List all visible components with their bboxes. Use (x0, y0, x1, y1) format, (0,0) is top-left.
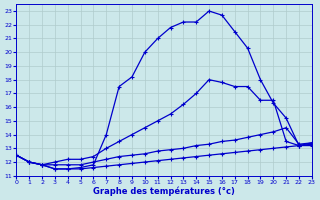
X-axis label: Graphe des températures (°c): Graphe des températures (°c) (93, 186, 235, 196)
